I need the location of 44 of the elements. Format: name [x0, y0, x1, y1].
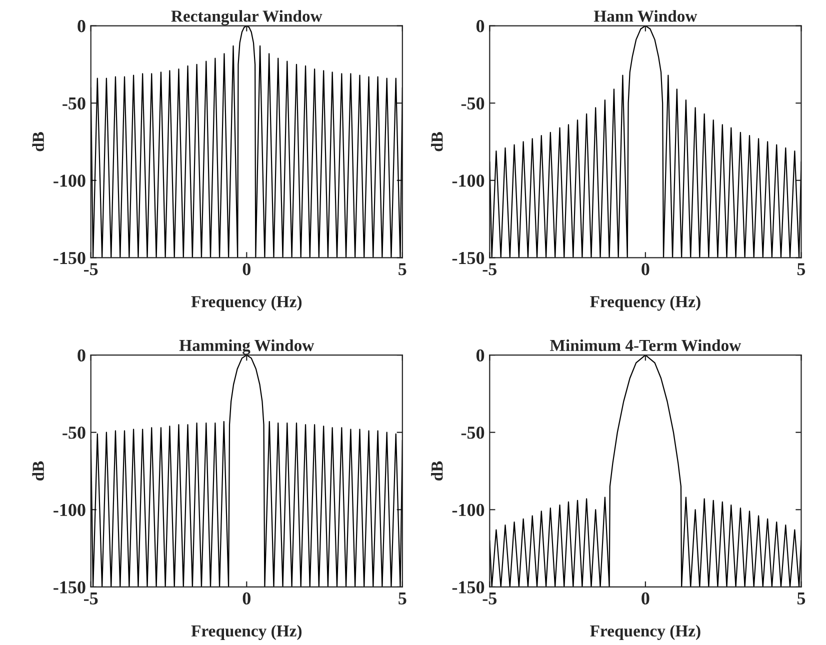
- chart-title: Hann Window: [594, 10, 698, 22]
- y-tick-label: -150: [452, 581, 484, 594]
- x-axis-title: Frequency (Hz): [191, 624, 302, 640]
- x-axis-title: Frequency (Hz): [590, 624, 700, 640]
- line-series: [90, 355, 402, 587]
- x-tick-label: 5: [398, 592, 406, 605]
- y-tick-label: -50: [461, 97, 484, 110]
- line-series: [90, 26, 402, 258]
- x-tick-label: 0: [242, 592, 250, 605]
- y-tick-label: -100: [452, 504, 484, 516]
- y-axis-title: dB: [32, 461, 44, 481]
- x-tick-label: 0: [642, 263, 650, 276]
- x-axis-title: Frequency (Hz): [590, 296, 700, 311]
- chart-title: Minimum 4-Term Window: [550, 339, 742, 352]
- x-axis-title: Frequency (Hz): [191, 296, 302, 311]
- x-tick-label: -5: [84, 263, 98, 276]
- y-axis-title: dB: [431, 461, 443, 481]
- x-tick-label: -5: [482, 263, 497, 276]
- y-tick-label: -150: [54, 581, 86, 594]
- x-tick-label: 0: [242, 263, 250, 276]
- y-tick-label: -50: [62, 426, 86, 439]
- chart-title: Hamming Window: [179, 339, 314, 355]
- x-tick-label: 5: [797, 592, 806, 605]
- y-tick-label: -100: [452, 174, 484, 187]
- y-tick-label: 0: [476, 20, 484, 32]
- x-tick-label: -5: [482, 592, 497, 605]
- y-tick-label: -150: [452, 252, 484, 264]
- y-tick-label: -100: [54, 504, 86, 516]
- y-tick-label: 0: [78, 20, 86, 32]
- y-tick-label: 0: [476, 349, 484, 362]
- y-tick-label: -100: [54, 174, 86, 187]
- x-tick-label: 0: [642, 592, 650, 605]
- y-tick-label: 0: [78, 349, 86, 362]
- line-series: [490, 26, 802, 258]
- y-axis-title: dB: [32, 132, 44, 152]
- x-tick-label: -5: [84, 592, 98, 605]
- y-axis-title: dB: [431, 132, 443, 152]
- x-tick-label: 5: [398, 263, 406, 276]
- y-tick-label: -150: [54, 252, 86, 264]
- x-tick-label: 5: [797, 263, 806, 276]
- chart-title: Rectangular Window: [171, 10, 322, 26]
- line-series: [490, 355, 802, 587]
- y-tick-label: -50: [461, 426, 484, 439]
- y-tick-label: -50: [62, 97, 86, 110]
